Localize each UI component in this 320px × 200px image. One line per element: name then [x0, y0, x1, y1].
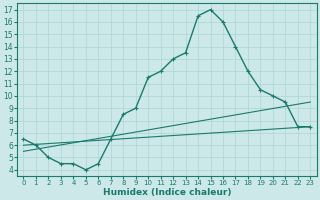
X-axis label: Humidex (Indice chaleur): Humidex (Indice chaleur)	[103, 188, 231, 197]
